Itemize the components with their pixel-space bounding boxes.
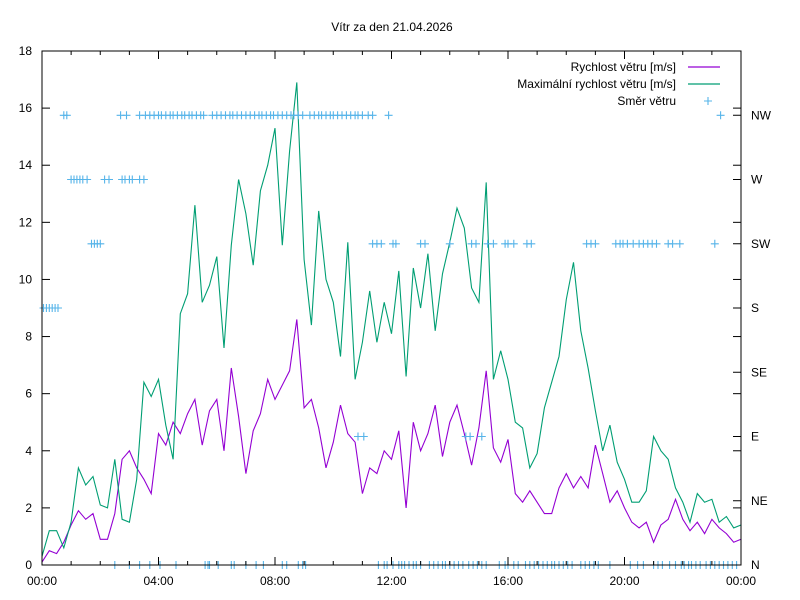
y-tick-label: 14 — [19, 158, 33, 172]
y2-tick-label: SW — [751, 237, 771, 251]
wind-direction-point — [368, 111, 377, 120]
wind-direction-point — [466, 432, 475, 441]
axes-layer: 0 2 4 6 8 10 12 14 16 18 N NE E SE S SW W NW 00:00 04:00 08:… — [19, 44, 772, 588]
y-tick-label: 12 — [19, 215, 33, 229]
series-line-wind-speed — [41, 319, 742, 563]
wind-direction-point — [472, 239, 480, 248]
wind-direction-point — [62, 111, 71, 120]
y2-tick-label: N — [751, 558, 760, 572]
wind-direction-point — [391, 239, 400, 248]
y-tick-label: 18 — [19, 44, 33, 58]
wind-direction-point — [421, 239, 429, 248]
wind-direction-point — [96, 239, 105, 248]
wind-direction-point — [105, 175, 113, 184]
y2-tick-label: NE — [751, 494, 768, 508]
wind-direction-point — [509, 239, 518, 248]
y2-tick-label: E — [751, 430, 759, 444]
wind-direction-point — [527, 239, 536, 248]
y-tick-label: 4 — [25, 444, 32, 458]
wind-direction-point — [477, 432, 486, 441]
legend-label: Maximální rychlost větru [m/s] — [517, 77, 676, 91]
y-tick-label: 2 — [25, 501, 32, 515]
wind-direction-point — [675, 239, 684, 248]
wind-direction-point — [54, 304, 62, 312]
y-tick-label: 0 — [25, 558, 32, 572]
chart-title: Vítr za den 21.04.2026 — [331, 20, 453, 34]
legend: Rychlost větru [m/s] Maximální rychlost v… — [517, 60, 720, 108]
wind-direction-point — [489, 239, 498, 248]
y2-tick-label: S — [751, 301, 759, 315]
wind-direction-point — [83, 175, 92, 184]
x-tick-label: 20:00 — [609, 574, 639, 588]
wind-direction-point — [716, 111, 725, 120]
wind-direction-point — [652, 239, 661, 248]
wind-direction-point — [122, 111, 131, 120]
y-tick-label: 16 — [19, 101, 33, 115]
wind-direction-point — [384, 111, 393, 120]
y-tick-label: 6 — [25, 387, 32, 401]
x-tick-label: 16:00 — [493, 574, 523, 588]
wind-direction-point — [298, 111, 307, 120]
y2-tick-label: W — [751, 173, 763, 187]
x-tick-label: 00:00 — [27, 574, 57, 588]
wind-direction-point — [359, 432, 368, 441]
y2-tick-label: NW — [751, 108, 772, 122]
y2-tick-label: SE — [751, 365, 767, 379]
y-tick-label: 10 — [19, 272, 33, 286]
x-tick-label: 08:00 — [260, 574, 290, 588]
series-line-max-wind-speed — [41, 82, 742, 557]
x-tick-label: 04:00 — [143, 574, 173, 588]
legend-swatch — [704, 97, 712, 105]
wind-direction-point — [139, 175, 148, 184]
x-tick-label: 12:00 — [376, 574, 406, 588]
wind-direction-point — [710, 239, 719, 248]
wind-direction-point — [128, 175, 137, 184]
legend-label: Směr větru — [617, 94, 676, 108]
y-tick-label: 8 — [25, 330, 32, 344]
wind-direction-point — [445, 239, 454, 248]
wind-direction-point — [668, 239, 677, 248]
wind-direction-point — [591, 239, 600, 248]
x-tick-label: 00:00 — [726, 574, 756, 588]
wind-direction-point — [377, 239, 386, 248]
legend-label: Rychlost větru [m/s] — [571, 60, 676, 74]
wind-direction-point — [199, 111, 208, 120]
